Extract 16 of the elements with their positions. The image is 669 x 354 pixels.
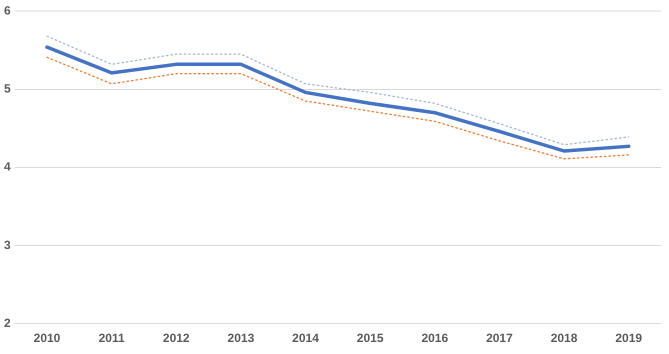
x-tick-label: 2017 — [486, 331, 514, 346]
x-tick-label: 2016 — [421, 331, 448, 346]
x-tick-label: 2012 — [162, 331, 190, 346]
x-tick-label: 2013 — [228, 331, 255, 346]
x-tick-label: 2010 — [34, 331, 61, 346]
y-tick-label: 3 — [4, 238, 11, 252]
x-tick-label: 2019 — [615, 331, 642, 346]
line-series — [46, 56, 630, 160]
x-tick-label: 2011 — [98, 331, 125, 346]
x-tick-label: 2018 — [550, 331, 578, 346]
y-tick-label: 5 — [4, 82, 11, 96]
x-tick-label: 2014 — [292, 331, 320, 346]
y-tick-label: 6 — [4, 4, 11, 18]
y-tick-label: 2 — [4, 316, 11, 330]
x-tick-label: 2015 — [356, 331, 384, 346]
y-tick-label: 4 — [4, 160, 11, 174]
